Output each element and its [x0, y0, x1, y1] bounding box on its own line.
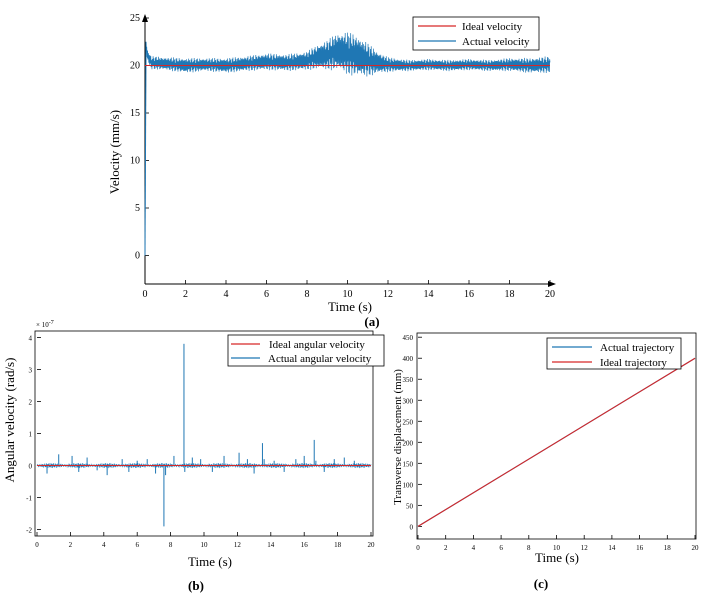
chart-b-x-tick-label: 10	[201, 541, 209, 549]
chart-a-x-tick-label: 2	[183, 289, 188, 300]
chart-b-x-tick-label: 6	[135, 541, 139, 549]
chart-a-x-label: Time (s)	[328, 299, 372, 314]
chart-a-x-arrow	[548, 281, 556, 287]
chart-a-y-label: Velocity (mm/s)	[107, 110, 122, 194]
chart-c-x-tick-label: 6	[499, 544, 503, 552]
chart-a-x-tick-label: 8	[305, 289, 310, 300]
chart-a-y-tick-label: 15	[130, 108, 140, 119]
chart-a-y-tick-label: 25	[130, 13, 140, 24]
chart-a-x-tick-label: 10	[343, 289, 353, 300]
chart-c-x-tick-label: 8	[527, 544, 531, 552]
chart-a-x-tick-label: 18	[505, 289, 515, 300]
chart-b-y-tick-label: 1	[29, 431, 33, 439]
chart-c-legend-actual: Actual trajectory	[600, 342, 675, 354]
chart-a-panel-label: (a)	[364, 314, 379, 329]
chart-b-x-tick-label: 2	[69, 541, 73, 549]
chart-b-panel-label: (b)	[188, 578, 204, 593]
chart-a: 0 2 4 6 8 10 12 14 16 18 20 0 5 10 15 20 25 Time (s) Ve…	[107, 13, 556, 329]
chart-b-x-tick-label: 12	[234, 541, 242, 549]
chart-c-panel-label: (c)	[534, 576, 548, 591]
chart-c-legend-ideal: Ideal trajectory	[600, 357, 667, 369]
chart-c: 0 2 4 6 8 10 12 14 16 18 20 0 50 100 150 200 250 300 350 4…	[392, 332, 700, 591]
chart-c-y-tick-label: 350	[403, 376, 414, 384]
chart-a-legend-actual: Actual velocity	[462, 36, 530, 48]
chart-c-x-label: Time (s)	[535, 550, 579, 565]
chart-c-x-tick-label: 18	[664, 544, 672, 552]
chart-b-y-tick-label: 2	[29, 398, 33, 406]
chart-c-x-tick-label: 12	[581, 544, 589, 552]
chart-b-x-label: Time (s)	[188, 554, 232, 569]
chart-c-y-tick-label: 300	[403, 397, 414, 405]
chart-c-x-tick-label: 14	[608, 544, 616, 552]
chart-a-x-tick-label: 16	[464, 289, 474, 300]
chart-a-y-tick-label: 0	[135, 251, 140, 262]
chart-c-x-tick-label: 16	[636, 544, 644, 552]
chart-a-y-tick-label: 5	[135, 203, 140, 214]
chart-c-y-tick-label: 50	[406, 502, 414, 510]
chart-b-x-tick-label: 18	[334, 541, 342, 549]
chart-c-y-tick-label: 0	[410, 523, 414, 531]
chart-c-legend: Actual trajectory Ideal trajectory	[546, 337, 682, 370]
chart-c-series-ideal-trajectory	[417, 357, 696, 527]
chart-a-x-tick-label: 20	[545, 289, 555, 300]
chart-c-y-tick-label: 200	[403, 439, 414, 447]
chart-b-y-tick-label: 4	[29, 334, 33, 342]
chart-b-x-tick-label: 8	[169, 541, 173, 549]
chart-b-x-tick-label: 20	[368, 541, 376, 549]
chart-c-x-tick-label: 20	[692, 544, 700, 552]
chart-a-y-tick-label: 20	[130, 61, 140, 72]
chart-a-y-tick-label: 10	[130, 156, 140, 167]
chart-c-y-label: Transverse displacement (mm)	[392, 369, 404, 505]
chart-c-y-tick-label: 450	[403, 334, 414, 342]
chart-b-y-tick-label: -2	[26, 527, 32, 535]
chart-a-x-tick-label: 12	[383, 289, 393, 300]
chart-b-x-tick-label: 4	[102, 541, 106, 549]
chart-c-y-tick-label: 250	[403, 418, 414, 426]
chart-c-x-tick-label: 0	[416, 544, 420, 552]
chart-a-x-tick-label: 14	[424, 289, 434, 300]
chart-c-y-tick-label: 150	[403, 460, 414, 468]
chart-a-series-actual-velocity	[144, 32, 551, 256]
chart-b-y-label: Angular velocity (rad/s)	[2, 358, 17, 483]
chart-a-x-tick-label: 4	[224, 289, 229, 300]
chart-c-x-tick-label: 4	[472, 544, 476, 552]
chart-b-legend-actual: Actual angular velocity	[268, 353, 372, 365]
chart-b-y-tick-label: 3	[29, 366, 33, 374]
chart-a-x-tick-label: 6	[264, 289, 269, 300]
chart-a-legend-ideal: Ideal velocity	[462, 21, 523, 33]
chart-b-legend: Ideal angular velocity Actual angular ve…	[227, 334, 385, 367]
chart-b-x-tick-label: 0	[35, 541, 39, 549]
chart-c-y-tick-label: 400	[403, 355, 414, 363]
chart-a-series-actual-ramp	[144, 41, 147, 256]
chart-b-x-tick-label: 16	[301, 541, 309, 549]
chart-c-x-tick-label: 2	[444, 544, 448, 552]
chart-c-x-tick-label: 10	[553, 544, 561, 552]
chart-b-legend-ideal: Ideal angular velocity	[269, 339, 365, 351]
chart-b-x-tick-label: 14	[267, 541, 275, 549]
chart-b-y-multiplier: × 10-7	[36, 320, 54, 329]
chart-a-x-tick-label: 0	[143, 289, 148, 300]
chart-a-legend: Ideal velocity Actual velocity	[412, 16, 540, 51]
chart-c-y-tick-label: 100	[403, 481, 414, 489]
chart-b-y-tick-label: -1	[26, 495, 32, 503]
chart-b-y-tick-label: 0	[29, 463, 33, 471]
